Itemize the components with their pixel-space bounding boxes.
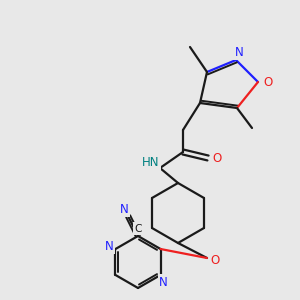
Text: O: O: [212, 152, 222, 166]
Text: O: O: [210, 254, 220, 266]
Text: C: C: [134, 224, 142, 234]
Text: N: N: [105, 239, 114, 253]
Text: N: N: [235, 46, 243, 59]
Text: N: N: [159, 275, 168, 289]
Text: HN: HN: [142, 157, 160, 169]
Text: N: N: [120, 203, 128, 216]
Text: O: O: [263, 76, 273, 88]
